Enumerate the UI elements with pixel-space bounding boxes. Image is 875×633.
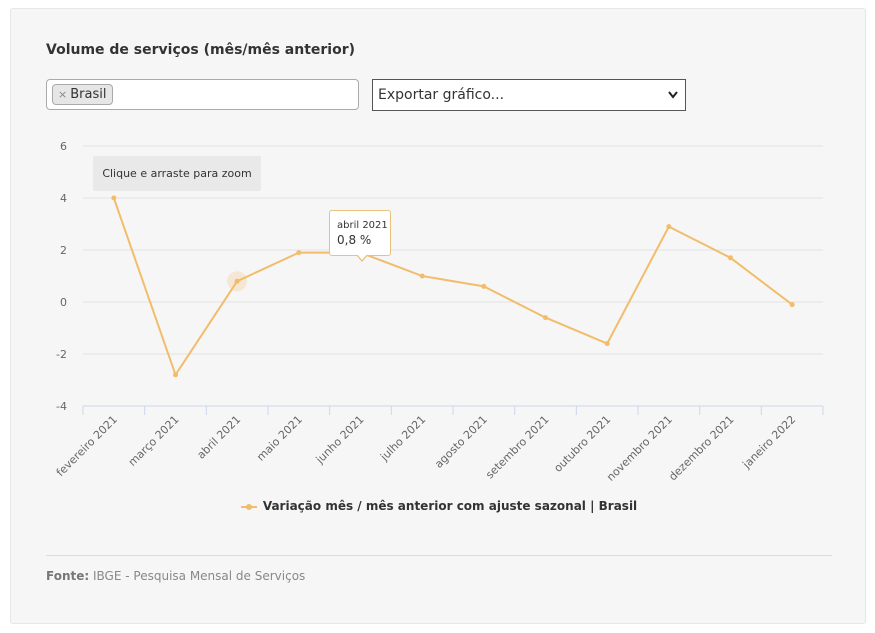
x-tick-label: dezembro 2021 — [666, 413, 736, 483]
y-tick-label: -4 — [56, 400, 67, 413]
data-point[interactable] — [419, 273, 425, 279]
tooltip-period: abril 2021 — [337, 220, 388, 231]
data-point[interactable] — [481, 283, 487, 289]
divider — [46, 555, 832, 556]
y-tick-label: 2 — [60, 244, 67, 257]
export-chart-select[interactable]: Exportar gráfico... — [372, 79, 686, 111]
tooltip-value: 0,8 % — [337, 233, 372, 247]
x-tick-label: novembro 2021 — [604, 413, 675, 484]
x-tick-label: agosto 2021 — [432, 413, 490, 471]
x-tick-label: janeiro 2022 — [740, 413, 799, 472]
source-text: IBGE - Pesquisa Mensal de Serviços — [93, 569, 306, 583]
zoom-hint: Clique e arraste para zoom — [93, 156, 261, 191]
x-tick-label: maio 2021 — [254, 413, 305, 464]
x-tick-label: março 2021 — [126, 413, 182, 469]
data-point[interactable] — [666, 224, 672, 230]
y-tick-label: 4 — [60, 192, 67, 205]
data-point[interactable] — [296, 250, 302, 256]
data-point[interactable] — [604, 341, 610, 347]
chevron-down-icon — [667, 80, 679, 121]
chart-title: Volume de serviços (mês/mês anterior) — [46, 42, 356, 58]
y-tick-label: 0 — [60, 296, 67, 309]
x-tick-label: abril 2021 — [195, 413, 244, 462]
x-tick-label: outubro 2021 — [551, 413, 613, 475]
series-line[interactable] — [112, 197, 793, 376]
remove-tag-icon[interactable]: × — [58, 88, 68, 101]
region-tag[interactable]: × Brasil — [52, 84, 114, 105]
y-tick-label: -2 — [56, 348, 67, 361]
data-point[interactable] — [789, 302, 795, 308]
x-tick-label: julho 2021 — [377, 413, 428, 464]
legend-line-symbol — [240, 503, 257, 510]
source-note: Fonte: IBGE - Pesquisa Mensal de Serviço… — [46, 569, 305, 583]
legend-series-label[interactable]: Variação mês / mês anterior com ajuste s… — [262, 499, 638, 513]
data-point[interactable] — [173, 372, 178, 378]
source-label: Fonte: — [46, 569, 90, 583]
region-tag-label: Brasil — [70, 87, 107, 102]
chart-tooltip: abril 2021 0,8 % — [329, 210, 391, 262]
x-tick-label: fevereiro 2021 — [54, 413, 120, 479]
x-tick-label: junho 2021 — [313, 413, 367, 467]
data-point[interactable] — [728, 255, 733, 261]
data-point[interactable] — [234, 278, 240, 284]
chart-card: Volume de serviços (mês/mês anterior) × B… — [10, 8, 866, 624]
y-tick-label: 6 — [60, 140, 67, 153]
data-point[interactable] — [111, 195, 117, 201]
region-filter-input[interactable]: × Brasil — [46, 79, 359, 110]
x-tick-label: setembro 2021 — [483, 413, 551, 481]
export-select-label: Exportar gráfico... — [378, 87, 505, 103]
data-point[interactable] — [543, 315, 548, 321]
chart-legend[interactable]: Variação mês / mês anterior com ajuste s… — [11, 499, 867, 513]
